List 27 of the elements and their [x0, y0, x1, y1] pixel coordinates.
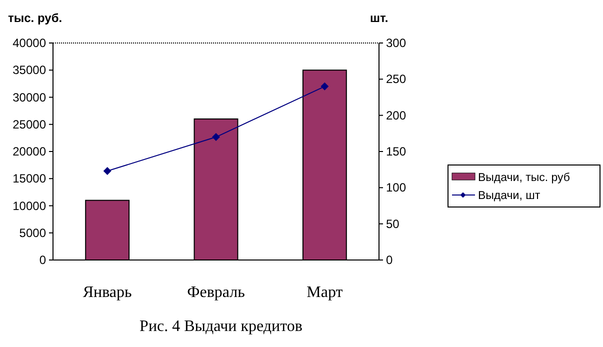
y2-axis-title: шт.	[370, 11, 388, 25]
y-tick-label: 0	[39, 253, 46, 267]
y-tick-label: 10000	[12, 198, 46, 213]
y-tick-label: 5000	[19, 226, 46, 240]
legend-label: Выдачи, шт	[478, 190, 541, 202]
point	[103, 167, 112, 176]
y-tick-label: 40000	[12, 36, 46, 50]
point	[212, 133, 220, 142]
y-tick-label: 15000	[12, 172, 46, 186]
y-tick-label: 25000	[12, 117, 46, 132]
text: Рис. 4 Выдачи кредитов	[140, 318, 303, 335]
x-tick-label: Март	[306, 284, 343, 301]
legend-label: Выдачи, тыс. руб	[478, 172, 570, 184]
y2-tick-label: 150	[386, 144, 406, 158]
y2-tick-label: 200	[386, 108, 406, 122]
y-tick-label: 35000	[12, 63, 46, 78]
y2-tick-label: 300	[386, 36, 406, 50]
x-tick-label: Январь	[82, 284, 132, 301]
y2-tick-label: 50	[386, 216, 400, 231]
y2-tick-label: 0	[386, 253, 393, 267]
y-tick-label: 30000	[12, 90, 46, 104]
y-tick-label: 20000	[12, 144, 46, 158]
y2-tick-label: 100	[386, 180, 406, 195]
x-tick-label: Февраль	[187, 284, 245, 301]
y-axis-title: тыс. руб.	[8, 11, 62, 25]
y2-tick-label: 250	[386, 72, 406, 86]
point	[320, 82, 329, 90]
